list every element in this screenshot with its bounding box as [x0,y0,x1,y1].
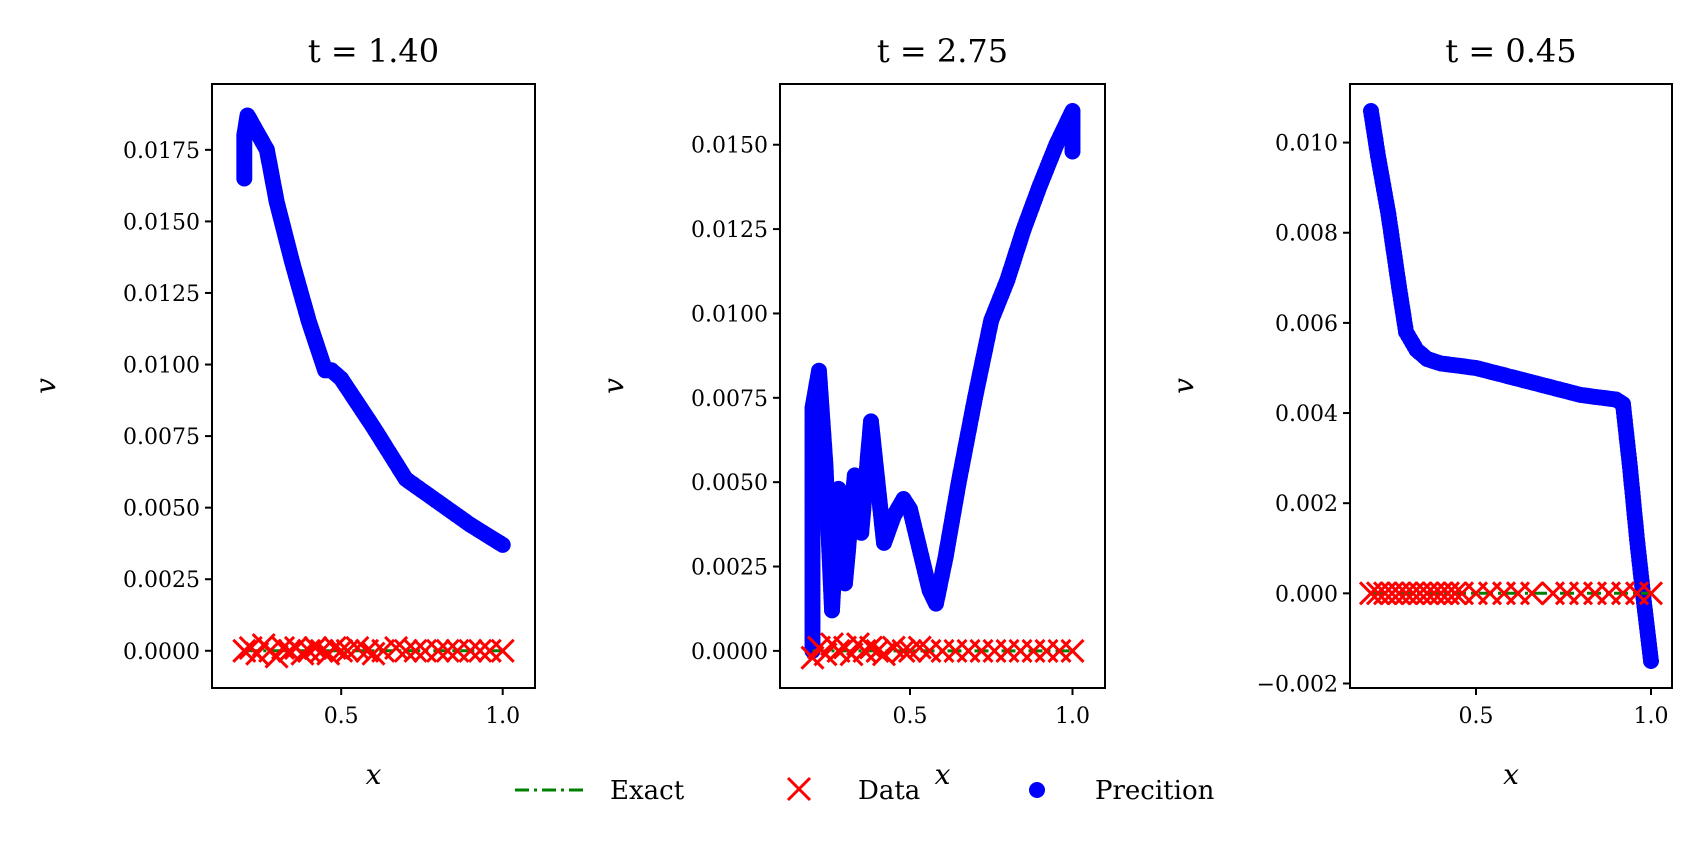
subplot-3: −0.002 0.000 0.002 0.004 0.006 0.008 0.010 0.5 1… [1167,32,1673,791]
legend-prediction-label: Precition [1095,776,1215,806]
subplot-2: 0.0000 0.0025 0.0050 0.0075 0.0100 0.0125 0.01… [597,32,1106,791]
prediction-point [1064,143,1081,160]
y-tick-label: 0.0150 [691,134,768,159]
data-point [1060,638,1085,663]
y-axis-label: v [597,378,630,394]
data-point-stroke [858,635,884,660]
y-tick-label: 0.0150 [123,210,200,235]
data-point [458,638,483,663]
y-tick-label: 0.0025 [123,568,200,593]
data-point [1638,581,1664,606]
data-point-stroke [393,638,418,663]
y-axis-label: v [29,378,62,394]
data-point [303,635,328,660]
data-point-stroke [1060,638,1085,663]
y-tick-label: 0.0100 [123,354,200,379]
y-tick-label: −0.002 [1257,672,1338,697]
data-point [1442,581,1468,606]
y-tick-label: 0.006 [1275,312,1338,337]
y-tick-label: 0.002 [1275,492,1338,517]
x-axis-label: x [366,758,382,791]
y-tick-label: 0.004 [1275,402,1338,427]
plot-area [1358,103,1664,669]
data-point-stroke [290,641,315,666]
data-point-stroke [1519,581,1545,606]
data-point [403,638,428,663]
data-point-stroke [403,638,428,663]
y-tick-label: 0.0175 [123,139,200,164]
data-point [468,638,493,663]
legend-data-marker [786,776,812,802]
data-point [426,638,451,663]
data-point [858,635,884,660]
data-point [393,638,418,663]
data-point-stroke [232,638,257,663]
y-tick-label: 0.010 [1275,132,1338,157]
data-point-stroke [468,638,493,663]
x-tick-label: 0.5 [893,704,928,729]
legend-data-label: Data [858,776,920,806]
y-tick-label: 0.0050 [123,497,200,522]
data-point-stroke [277,638,302,663]
y-tick-label: 0.0100 [691,302,768,327]
data-point-stroke [435,638,460,663]
data-point-stroke [322,635,347,660]
y-tick-label: 0.0125 [123,282,200,307]
y-tick-label: 0.0075 [123,425,200,450]
data-point-stroke [865,638,890,663]
y-tick-label: 0.008 [1275,222,1338,247]
x-axis-label: x [935,758,951,791]
prediction-point [494,536,511,553]
data-point-stroke [907,635,932,660]
data-point-stroke [384,635,409,660]
plot-frame [1349,83,1673,689]
x-tick-label: 1.0 [485,704,520,729]
data-point-stroke [458,638,483,663]
y-tick-label: 0.0025 [691,556,768,581]
x-axis-label: x [1503,758,1519,791]
y-axis-label: v [1167,378,1200,394]
subplot-title: t = 0.45 [1445,32,1576,70]
prediction-point [1643,653,1659,669]
data-point [1519,581,1545,606]
legend-exact-label: Exact [610,776,685,806]
subplot-title: t = 2.75 [877,32,1008,70]
data-point-stroke [345,635,370,660]
data-point-stroke [891,638,916,663]
y-tick-label: 0.0050 [691,471,768,496]
plot-area [800,103,1085,670]
y-tick-label: 0.0075 [691,387,768,412]
x-tick-label: 0.5 [1459,704,1494,729]
data-point [290,641,315,666]
data-point-stroke [490,638,515,663]
data-point-stroke [303,635,328,660]
y-tick-label: 0.000 [1275,582,1338,607]
legend: Exact Data Precition [515,776,1215,806]
subplot-1: 0.0000 0.0025 0.0050 0.0075 0.0100 0.0125 0.01… [29,32,536,791]
y-tick-label: 0.0125 [691,218,768,243]
y-tick-label: 0.0000 [123,640,200,665]
legend-prediction-marker [1029,782,1045,798]
data-point [435,638,460,663]
data-point-stroke [1442,581,1468,606]
subplot-title: t = 1.40 [308,32,439,70]
plot-area [232,107,515,669]
x-tick-label: 1.0 [1055,704,1090,729]
data-point-stroke [826,638,851,663]
plot-frame [211,83,536,689]
data-point [490,638,515,663]
x-tick-label: 1.0 [1634,704,1669,729]
x-tick-label: 0.5 [324,704,359,729]
data-point-stroke [329,638,354,663]
data-point-stroke [1638,581,1664,606]
plot-frame [779,83,1106,689]
y-tick-label: 0.0000 [691,640,768,665]
data-point-stroke [426,638,451,663]
